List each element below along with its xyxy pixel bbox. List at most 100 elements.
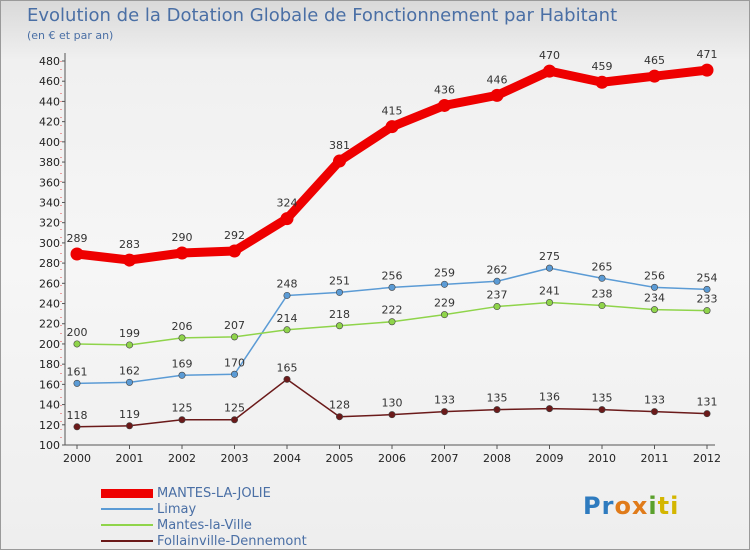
data-point (73, 340, 81, 348)
y-tick-label: 360 (39, 176, 60, 189)
data-point (283, 291, 291, 299)
data-point (438, 98, 451, 112)
data-label: 206 (172, 320, 193, 333)
data-label: 207 (224, 319, 245, 332)
y-tick-label: 260 (39, 277, 60, 290)
data-point (231, 333, 239, 341)
data-point (283, 326, 291, 334)
data-point (175, 246, 189, 260)
data-label: 262 (487, 263, 508, 276)
data-label: 283 (119, 238, 140, 251)
data-label: 241 (539, 285, 560, 298)
data-point (178, 334, 186, 342)
data-point (73, 379, 81, 387)
data-label: 256 (644, 269, 665, 282)
data-point (178, 416, 186, 424)
y-tick-label: 320 (39, 217, 60, 230)
x-tick-label: 2001 (116, 452, 144, 465)
data-label: 234 (644, 292, 665, 305)
y-tick-label: 480 (39, 55, 60, 68)
data-label: 248 (277, 277, 298, 290)
data-label: 135 (487, 392, 508, 405)
data-label: 446 (487, 73, 508, 86)
data-point (70, 247, 84, 261)
legend-label: MANTES-LA-JOLIE (157, 485, 271, 501)
data-point (490, 88, 504, 102)
legend-swatch (101, 508, 153, 510)
data-point (440, 280, 448, 288)
data-label: 238 (592, 288, 613, 301)
legend-swatch (101, 540, 153, 542)
data-label: 259 (434, 266, 455, 279)
data-label: 165 (277, 361, 298, 374)
data-point (493, 303, 501, 311)
y-tick-label: 440 (39, 95, 60, 108)
legend-label: Mantes-la-Ville (157, 517, 252, 533)
data-point (126, 422, 134, 430)
data-point (703, 307, 711, 315)
data-point (703, 285, 711, 293)
data-label: 131 (697, 396, 718, 409)
legend-swatch (101, 488, 153, 498)
data-label: 162 (119, 364, 140, 377)
legend-label: Limay (157, 501, 197, 517)
data-point (231, 416, 239, 424)
data-point (388, 411, 396, 419)
data-label: 199 (119, 327, 140, 340)
data-point (703, 410, 711, 418)
legend-item: Mantes-la-Ville (101, 517, 307, 533)
data-point (493, 406, 501, 414)
data-label: 251 (329, 274, 350, 287)
data-label: 471 (697, 48, 718, 61)
data-point (123, 253, 136, 267)
data-point (126, 378, 134, 386)
data-point (545, 299, 553, 307)
x-tick-label: 2010 (588, 452, 616, 465)
y-tick-label: 340 (39, 196, 60, 209)
data-label: 118 (67, 409, 88, 422)
data-label: 133 (644, 394, 665, 407)
data-point (228, 244, 241, 258)
data-label: 292 (224, 229, 245, 242)
data-label: 229 (434, 297, 455, 310)
y-tick-label: 280 (39, 257, 60, 270)
data-label: 218 (329, 308, 350, 321)
legend-item: MANTES-LA-JOLIE (101, 485, 307, 501)
y-tick-label: 400 (39, 136, 60, 149)
y-tick-label: 180 (39, 358, 60, 371)
legend-item: Follainville-Dennemont (101, 533, 307, 549)
data-point (650, 306, 658, 314)
y-tick-label: 460 (39, 75, 60, 88)
proxiti-logo: Proxiti (583, 492, 680, 520)
x-tick-label: 2011 (641, 452, 669, 465)
y-tick-label: 160 (39, 378, 60, 391)
x-tick-label: 2003 (221, 452, 249, 465)
data-point (126, 341, 134, 349)
y-tick-label: 380 (39, 156, 60, 169)
x-tick-label: 2006 (378, 452, 406, 465)
data-point (493, 277, 501, 285)
data-label: 324 (277, 197, 298, 210)
data-label: 256 (382, 269, 403, 282)
x-tick-label: 2008 (483, 452, 511, 465)
data-label: 290 (172, 231, 193, 244)
data-point (700, 63, 714, 77)
data-point (388, 283, 396, 291)
x-tick-label: 2012 (693, 452, 721, 465)
data-point (648, 69, 661, 83)
data-point (385, 120, 399, 134)
data-point (73, 423, 81, 431)
data-label: 136 (539, 391, 560, 404)
data-point (335, 288, 343, 296)
legend-label: Follainville-Dennemont (157, 533, 307, 549)
y-tick-label: 100 (39, 439, 60, 452)
data-label: 222 (382, 304, 403, 317)
data-label: 381 (329, 139, 350, 152)
data-point (178, 371, 186, 379)
data-point (440, 408, 448, 416)
data-label: 233 (697, 293, 718, 306)
data-point (650, 283, 658, 291)
data-label: 214 (277, 312, 298, 325)
x-tick-label: 2004 (273, 452, 301, 465)
